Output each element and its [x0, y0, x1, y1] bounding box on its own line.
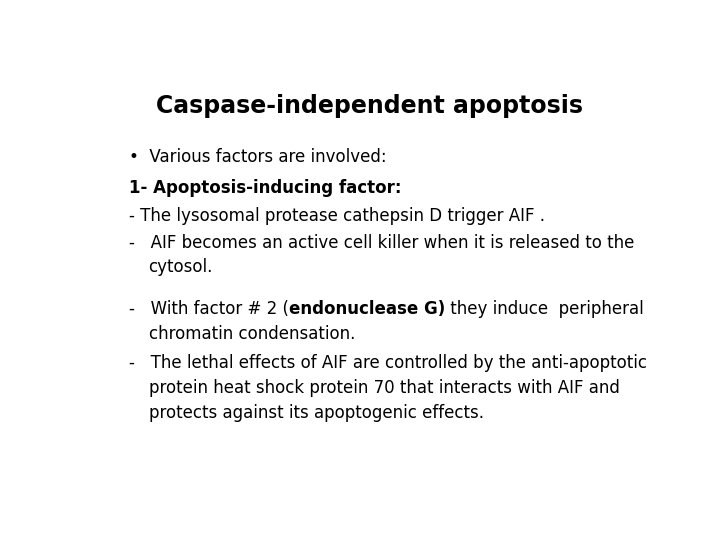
Text: -   The lethal effects of AIF are controlled by the anti-apoptotic: - The lethal effects of AIF are controll…	[129, 354, 647, 372]
Text: •  Various factors are involved:: • Various factors are involved:	[129, 148, 387, 166]
Text: 1- Apoptosis-inducing factor:: 1- Apoptosis-inducing factor:	[129, 179, 402, 197]
Text: endonuclease G): endonuclease G)	[289, 300, 445, 318]
Text: they induce  peripheral: they induce peripheral	[445, 300, 644, 318]
Text: -   With factor # 2 (: - With factor # 2 (	[129, 300, 289, 318]
Text: Caspase-independent apoptosis: Caspase-independent apoptosis	[156, 94, 582, 118]
Text: -   AIF becomes an active cell killer when it is released to the: - AIF becomes an active cell killer when…	[129, 234, 634, 252]
Text: cytosol.: cytosol.	[148, 258, 213, 276]
Text: protects against its apoptogenic effects.: protects against its apoptogenic effects…	[148, 404, 484, 422]
Text: chromatin condensation.: chromatin condensation.	[148, 325, 355, 343]
Text: - The lysosomal protease cathepsin D trigger AIF .: - The lysosomal protease cathepsin D tri…	[129, 207, 545, 225]
Text: protein heat shock protein 70 that interacts with AIF and: protein heat shock protein 70 that inter…	[148, 379, 619, 397]
